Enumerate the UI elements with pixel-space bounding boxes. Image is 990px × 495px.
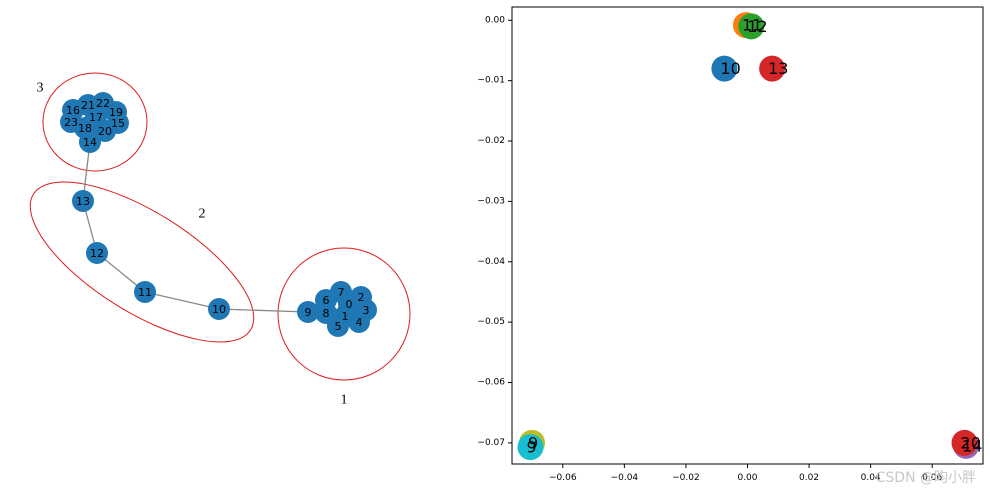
x-tick-label: −0.04 [611, 473, 639, 483]
scatter-point-20 [951, 429, 978, 456]
scatter-plot-panel: −0.06 −0.04 −0.02 0.00 0.02 0.04 0.06 0.00 −0.01… [477, 6, 984, 483]
x-tick-label: 0.06 [922, 473, 942, 483]
node-label-21: 21 [81, 99, 95, 112]
node-23 [60, 111, 82, 133]
scatter-point-label-10: 10 [720, 59, 740, 78]
scatter-point-13 [759, 55, 786, 82]
scatter-point-label-9: 9 [528, 433, 538, 452]
y-tick-label: −0.07 [477, 438, 505, 448]
node-label-4: 4 [356, 316, 363, 329]
cluster-outline-3 [42, 72, 148, 172]
scatter-point-label-12: 12 [747, 17, 767, 36]
node-label-14: 14 [83, 136, 97, 149]
scatter-point-label-11: 11 [742, 16, 762, 35]
node-label-22: 22 [96, 97, 110, 110]
node-label-8: 8 [323, 307, 330, 320]
node-label-0: 0 [346, 298, 353, 311]
node-10 [208, 298, 230, 320]
cluster-label-1: 1 [341, 393, 348, 408]
node-label-17: 17 [89, 111, 103, 124]
x-tick-label: 0.00 [737, 473, 757, 483]
node-label-23: 23 [64, 116, 78, 129]
node-label-15: 15 [111, 117, 125, 130]
node-label-9: 9 [305, 306, 312, 319]
node-label-5: 5 [335, 320, 342, 333]
scatter-point-10 [711, 55, 738, 82]
x-tick-label: −0.02 [672, 473, 700, 483]
node-4 [348, 311, 370, 333]
x-tick-label: 0.04 [861, 473, 881, 483]
node-12 [86, 242, 108, 264]
y-tick-label: −0.02 [477, 136, 505, 146]
cluster-label-2: 2 [199, 207, 206, 222]
node-label-2: 2 [358, 291, 365, 304]
node-label-1: 1 [342, 310, 349, 323]
node-label-11: 11 [138, 286, 152, 299]
node-label-3: 3 [363, 304, 370, 317]
scatter-point-12 [738, 13, 765, 40]
node-8 [315, 302, 337, 324]
node-13 [72, 190, 94, 212]
node-7 [330, 281, 352, 303]
cluster-outline-2 [29, 181, 255, 343]
node-label-19: 19 [109, 106, 123, 119]
node-22 [92, 92, 114, 114]
node-label-7: 7 [338, 286, 345, 299]
cluster-outline-1 [277, 247, 411, 381]
edge-9-10 [218, 308, 309, 313]
node-label-18: 18 [78, 122, 92, 135]
node-20 [94, 120, 116, 142]
watermark: CSDN @昀小胖 [875, 470, 976, 486]
y-tick-label: −0.05 [477, 317, 505, 327]
y-tick-label: −0.04 [477, 257, 505, 267]
node-label-13: 13 [76, 195, 90, 208]
node-label-20: 20 [98, 125, 112, 138]
node-9 [297, 301, 319, 323]
node-label-10: 10 [212, 303, 226, 316]
node-label-12: 12 [90, 247, 104, 260]
plot-frame [511, 6, 984, 465]
y-tick-label: 0.00 [485, 15, 505, 25]
node-label-6: 6 [323, 294, 330, 307]
scatter-point-label-9: 9 [526, 438, 536, 457]
y-tick-label: −0.03 [477, 196, 505, 206]
x-tick-label: 0.02 [799, 473, 819, 483]
scatter-point-label-20: 20 [961, 433, 981, 452]
node-label-16: 16 [66, 104, 80, 117]
scatter-point-9 [517, 434, 544, 461]
node-11 [134, 281, 156, 303]
scatter-point-label-13: 13 [768, 59, 788, 78]
y-tick-label: −0.01 [477, 76, 505, 86]
y-tick-label: −0.06 [477, 378, 505, 388]
x-tick-label: −0.06 [549, 473, 577, 483]
cluster-label-3: 3 [37, 81, 44, 96]
edge-10-11 [144, 291, 220, 310]
scatter-point-label-14: 14 [962, 436, 982, 455]
